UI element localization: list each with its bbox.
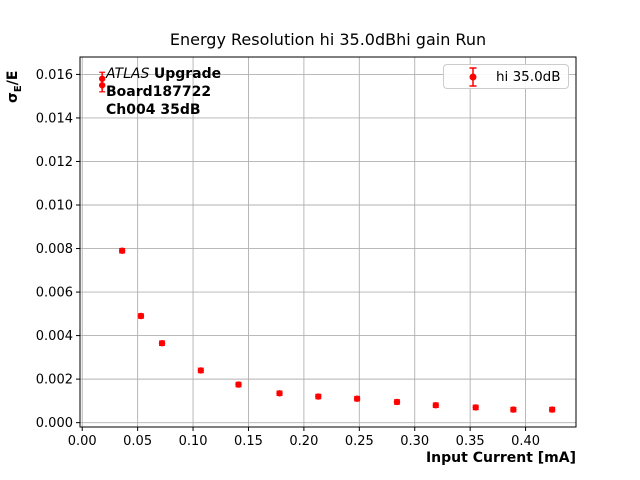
y-axis-label-sigma: σ (5, 92, 21, 103)
y-tick-label: 0.000 (36, 416, 73, 431)
legend-entry-label: hi 35.0dB (496, 68, 561, 85)
annotation-line-1: ATLAS Upgrade (106, 65, 221, 83)
data-series-hi-35.0dB (98, 71, 556, 413)
legend: hi 35.0dB (443, 64, 569, 89)
grid-lines (80, 57, 576, 427)
chart-title: Energy Resolution hi 35.0dBhi gain Run (169, 30, 487, 49)
annotation-board-id: Board187722 (106, 84, 212, 100)
y-tick-label: 0.008 (36, 242, 73, 257)
data-point (137, 312, 145, 320)
data-point (98, 82, 106, 89)
data-point (548, 406, 556, 413)
axis-ticks: 0.00 0.05 0.10 0.15 0.20 0.25 0.30 0.35 0.40 0.00… (36, 68, 540, 449)
x-tick-label: 0.35 (456, 434, 485, 449)
y-tick-label: 0.004 (36, 329, 73, 344)
y-tick-label: 0.010 (36, 199, 73, 214)
x-tick-label: 0.25 (345, 434, 374, 449)
data-point (118, 247, 126, 254)
y-tick-label: 0.016 (36, 68, 73, 83)
x-axis-label: Input Current [mA] (425, 450, 576, 466)
data-point (315, 393, 322, 400)
y-tick-label: 0.006 (36, 286, 73, 301)
data-point (510, 406, 517, 413)
annotation-upgrade-label: Upgrade (153, 66, 222, 82)
y-axis-label-rest: /E (5, 70, 21, 86)
annotation-experiment-name: ATLAS (106, 66, 154, 82)
x-tick-label: 0.30 (400, 434, 429, 449)
x-tick-label: 0.20 (289, 434, 318, 449)
plot-annotation: ATLAS Upgrade Board187722 Ch004 35dB (106, 65, 221, 119)
data-point (393, 398, 401, 406)
plot-frame (79, 56, 577, 428)
y-tick-label: 0.014 (36, 111, 73, 126)
legend-errorbar-marker-icon (469, 66, 477, 87)
x-tick-label: 0.00 (68, 434, 97, 449)
y-axis-label: σE/E (5, 71, 24, 103)
data-point (235, 381, 242, 388)
data-point (158, 340, 166, 347)
data-point (276, 390, 283, 397)
data-point (353, 395, 361, 402)
y-tick-label: 0.012 (36, 155, 73, 170)
x-tick-label: 0.15 (234, 434, 263, 449)
data-point (472, 404, 479, 411)
x-tick-label: 0.05 (123, 434, 152, 449)
x-tick-label: 0.10 (179, 434, 208, 449)
y-axis-label-subscript: E (12, 85, 24, 93)
x-tick-label: 0.40 (511, 434, 540, 449)
data-point (432, 402, 439, 409)
y-tick-label: 0.002 (36, 373, 73, 388)
annotation-channel-gain: Ch004 35dB (106, 102, 201, 118)
data-point (197, 367, 205, 374)
